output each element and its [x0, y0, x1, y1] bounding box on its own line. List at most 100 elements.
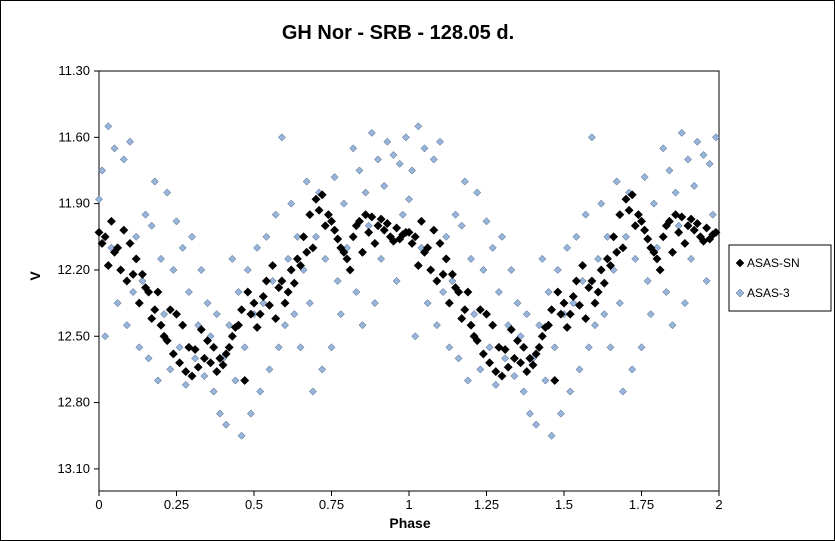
data-point-asas-sn [531, 349, 541, 359]
data-point-asas-sn [119, 225, 129, 235]
data-point-asas-sn [299, 232, 309, 242]
data-point-asas-sn [224, 342, 234, 352]
data-point-asas-sn [116, 265, 126, 275]
data-point-asas-3 [485, 343, 494, 352]
data-point-asas-sn [246, 309, 256, 319]
data-point-asas-3 [181, 380, 190, 389]
data-point-asas-3 [659, 144, 668, 153]
data-point-asas-3 [643, 277, 652, 285]
data-point-asas-sn [395, 234, 405, 244]
data-point-asas-3 [622, 232, 630, 241]
data-point-asas-sn [466, 320, 476, 330]
data-point-asas-sn [677, 212, 687, 222]
data-point-asas-3 [618, 387, 627, 396]
plot-area [98, 70, 720, 492]
data-point-asas-sn [401, 227, 411, 237]
data-point-asas-sn [556, 309, 566, 319]
data-point-asas-sn [348, 232, 358, 242]
data-point-asas-3 [212, 310, 221, 319]
data-point-asas-sn [106, 216, 116, 226]
data-point-asas-sn [674, 227, 684, 237]
data-point-asas-sn [140, 283, 151, 293]
data-point-asas-3 [680, 299, 689, 308]
x-tick-label: 1 [405, 497, 412, 512]
data-point-asas-sn [581, 314, 591, 324]
data-point-asas-sn [376, 214, 386, 224]
data-point-asas-sn [178, 320, 188, 330]
data-point-asas-sn [711, 227, 721, 237]
data-point-asas-sn [478, 349, 488, 359]
data-point-asas-3 [463, 376, 472, 385]
data-point-asas-sn [292, 254, 302, 264]
data-point-asas-sn [522, 367, 532, 377]
data-point-asas-sn [469, 331, 479, 341]
y-tick-label: 12.80 [57, 395, 90, 410]
data-point-asas-3 [510, 372, 519, 381]
data-point-asas-3 [454, 354, 463, 363]
data-point-asas-sn [584, 283, 594, 293]
data-point-asas-sn [187, 371, 197, 381]
legend-marker-asas-sn [735, 258, 745, 268]
data-point-asas-sn [357, 247, 368, 257]
data-point-asas-sn [593, 287, 603, 297]
data-point-asas-3 [290, 310, 299, 319]
data-point-asas-sn [171, 309, 182, 319]
data-point-asas-sn [202, 336, 213, 346]
data-point-asas-3 [271, 210, 280, 219]
data-point-asas-3 [553, 265, 562, 274]
data-point-asas-3 [587, 133, 596, 142]
x-tick-label: 0.5 [245, 497, 263, 512]
data-point-asas-sn [494, 342, 504, 352]
data-point-asas-sn [94, 227, 104, 237]
data-point-asas-3 [665, 166, 674, 175]
data-point-asas-3 [246, 409, 255, 418]
data-point-asas-sn [218, 360, 228, 370]
data-point-asas-3 [538, 254, 547, 263]
data-point-asas-sn [379, 225, 389, 235]
data-point-asas-3 [603, 232, 612, 241]
data-point-asas-3 [277, 133, 286, 142]
data-point-asas-3 [175, 343, 184, 352]
data-point-asas-3 [225, 321, 234, 330]
data-point-asas-3 [408, 166, 417, 175]
data-point-asas-sn [147, 314, 157, 324]
data-point-asas-3 [312, 232, 320, 241]
data-point-asas-3 [563, 243, 572, 252]
data-point-asas-sn [636, 216, 647, 226]
data-point-asas-3 [547, 431, 556, 440]
data-point-asas-sn [534, 342, 544, 352]
data-point-asas-3 [197, 265, 206, 274]
data-point-asas-sn [150, 305, 160, 315]
data-point-asas-sn [209, 342, 219, 352]
data-point-asas-3 [405, 195, 413, 204]
data-point-asas-3 [305, 299, 314, 308]
data-point-asas-3 [321, 254, 330, 263]
data-point-asas-sn [134, 298, 144, 308]
data-point-asas-3 [281, 321, 289, 330]
data-point-asas-3 [569, 299, 578, 308]
data-point-asas-3 [253, 243, 262, 252]
data-point-asas-sn [317, 190, 327, 200]
data-point-asas-3 [606, 343, 615, 352]
y-axis-label: V [27, 271, 43, 281]
data-point-asas-3 [597, 199, 606, 208]
data-point-asas-3 [389, 151, 398, 159]
data-point-asas-3 [284, 254, 293, 263]
data-point-asas-3 [98, 166, 107, 175]
data-point-asas-3 [370, 299, 379, 308]
data-point-asas-3 [429, 155, 438, 164]
data-point-asas-sn [640, 225, 650, 235]
data-point-asas-sn [264, 300, 275, 310]
data-point-asas-sn [661, 221, 671, 231]
data-point-asas-3 [327, 343, 336, 352]
data-point-asas-3 [550, 343, 559, 352]
data-point-asas-sn [268, 260, 278, 271]
data-point-asas-sn [497, 371, 507, 381]
data-point-asas-sn [419, 247, 430, 257]
data-point-asas-3 [494, 288, 503, 297]
data-point-asas-sn [168, 349, 178, 359]
data-point-asas-3 [367, 128, 376, 137]
data-point-asas-3 [231, 376, 240, 385]
data-point-asas-3 [600, 310, 609, 319]
data-point-asas-sn [692, 218, 702, 229]
